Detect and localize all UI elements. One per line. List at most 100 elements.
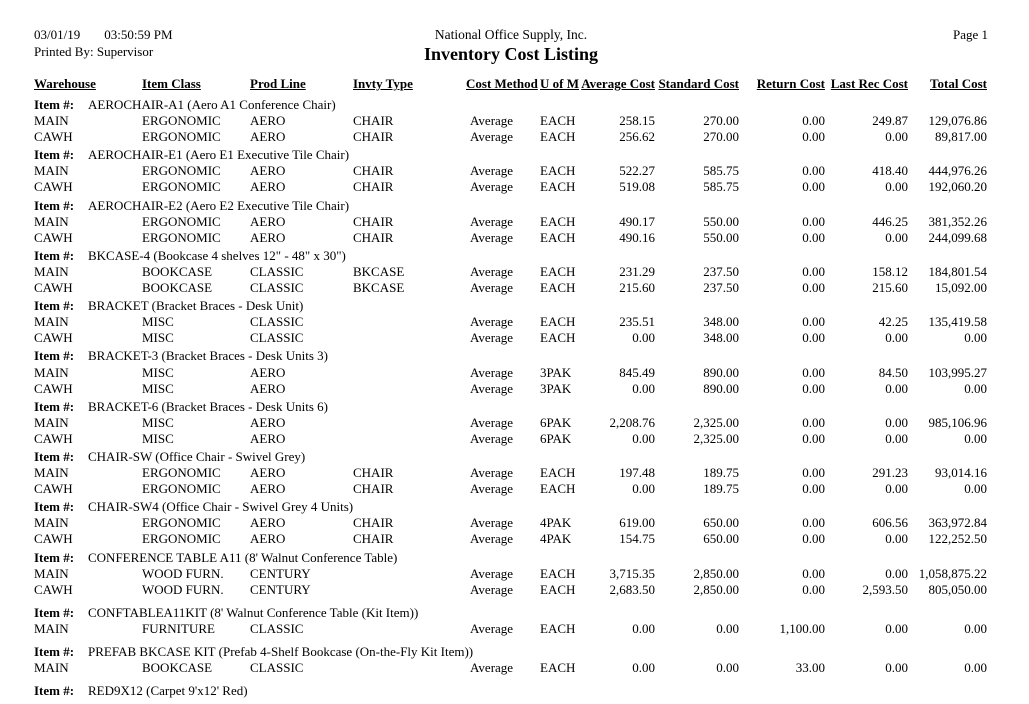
data-row: CAWH MISC AERO Average 6PAK 0.00 2,325.00 0.00 0… [0,431,1029,447]
cell-cost-method: Average [470,163,514,179]
data-row: CAWH MISC CLASSIC Average EACH 0.00 348.00 0.00… [0,330,1029,346]
cell-item-class: WOOD FURN. [142,565,224,581]
data-row: MAIN ERGONOMIC AERO CHAIR Average EACH 258.15 2… [0,113,1029,129]
cell-invty-type [353,365,466,381]
cell-last-rec-cost: 0.00 [885,660,908,676]
cell-total-cost: 192,060.20 [928,179,988,195]
item-description: AEROCHAIR-E2 (Aero E2 Executive Tile Cha… [88,197,350,213]
cell-return-cost: 0.00 [802,213,825,229]
cell-invty-type: BKCASE [353,280,405,296]
cell-total-cost: 0.00 [964,380,987,396]
cell-return-cost: 0.00 [802,481,825,497]
cell-cost-method: Average [470,660,514,676]
cell-average-cost: 619.00 [619,515,655,531]
item-header-row: Item #: CHAIR-SW4 (Office Chair - Swivel … [0,499,1029,515]
report-heading: National Office Supply, Inc. Inventory C… [34,27,988,65]
cell-average-cost: 2,208.76 [609,414,656,430]
cell-total-cost: 0.00 [964,660,987,676]
cell-invty-type: BKCASE [353,263,405,279]
cell-standard-cost: 2,850.00 [693,581,740,597]
cell-prod-line: AERO [250,129,286,145]
cell-prod-line: CLASSIC [250,330,304,346]
item-number-label: Item #: [34,549,75,565]
cell-item-class: ERGONOMIC [142,163,221,179]
item-header-row: Item #: BRACKET (Bracket Braces - Desk Un… [0,298,1029,314]
cell-cost-method: Average [470,515,514,531]
cell-last-rec-cost: 215.60 [872,280,908,296]
item-header-row: Item #: CHAIR-SW (Office Chair - Swivel G… [0,449,1029,465]
cell-average-cost: 197.48 [619,465,655,481]
cell-invty-type [353,314,466,330]
item-description: BRACKET (Bracket Braces - Desk Unit) [88,298,304,314]
column-header-average-cost: Average Cost [581,76,655,91]
print-time: 03:50:59 PM [104,27,173,42]
cell-cost-method: Average [470,280,514,296]
cell-uofm: EACH [540,581,576,597]
cell-cost-method: Average [470,581,514,597]
cell-invty-type [353,415,466,431]
cell-cost-method: Average [470,314,514,330]
cell-invty-type: CHAIR [353,229,394,245]
item-header-row: Item #: BRACKET-6 (Bracket Braces - Desk … [0,399,1029,415]
cell-uofm: 6PAK [540,430,572,446]
cell-prod-line: AERO [250,364,286,380]
data-row: MAIN ERGONOMIC AERO CHAIR Average EACH 197.48 1… [0,465,1029,481]
cell-warehouse: MAIN [34,213,69,229]
cell-standard-cost: 2,850.00 [693,565,740,581]
cell-last-rec-cost: 0.00 [885,330,908,346]
item-description: BKCASE-4 (Bookcase 4 shelves 12" - 48" x… [88,247,346,263]
cell-total-cost: 15,092.00 [935,280,987,296]
item-number-label: Item #: [34,247,75,263]
company-name: National Office Supply, Inc. [434,27,588,42]
cell-average-cost: 0.00 [632,430,655,446]
cell-standard-cost: 0.00 [716,660,739,676]
cell-return-cost: 0.00 [802,113,825,129]
cell-last-rec-cost: 0.00 [885,179,908,195]
cell-cost-method: Average [470,430,514,446]
cell-standard-cost: 189.75 [703,465,739,481]
cell-standard-cost: 650.00 [703,515,739,531]
cell-standard-cost: 550.00 [703,213,739,229]
cell-total-cost: 0.00 [964,620,987,636]
cell-item-class: BOOKCASE [142,280,213,296]
cell-total-cost: 103,995.27 [928,364,988,380]
data-row: MAIN FURNITURE CLASSIC Average EACH 0.00 0.00 1… [0,621,1029,637]
cell-warehouse: CAWH [34,430,73,446]
data-row: MAIN ERGONOMIC AERO CHAIR Average 4PAK 619.00 6… [0,515,1029,531]
cell-uofm: 6PAK [540,414,572,430]
cell-last-rec-cost: 0.00 [885,129,908,145]
cell-return-cost: 0.00 [802,380,825,396]
cell-total-cost: 244,099.68 [928,229,988,245]
column-header-item-class: Item Class [142,76,201,91]
data-row: CAWH BOOKCASE CLASSIC BKCASE Average EACH 215.… [0,280,1029,296]
cell-uofm: 4PAK [540,531,572,547]
cell-average-cost: 3,715.35 [609,565,656,581]
data-row: MAIN MISC AERO Average 6PAK 2,208.76 2,325.00 0… [0,415,1029,431]
cell-average-cost: 2,683.50 [609,581,656,597]
print-meta: 03/01/19 03:50:59 PM Printed By: Supervis… [34,26,173,60]
cell-item-class: ERGONOMIC [142,229,221,245]
cell-prod-line: AERO [250,213,286,229]
cell-invty-type [353,660,466,676]
item-header-row: Item #: AEROCHAIR-E1 (Aero E1 Executive T… [0,147,1029,163]
cell-total-cost: 985,106.96 [928,414,988,430]
cell-item-class: MISC [142,314,174,330]
cell-item-class: ERGONOMIC [142,179,221,195]
item-description: CONFTABLEA11KIT (8' Walnut Conference Ta… [88,604,419,620]
cell-uofm: EACH [540,213,576,229]
cell-return-cost: 0.00 [802,163,825,179]
cell-prod-line: CLASSIC [250,314,304,330]
cell-prod-line: CENTURY [250,565,311,581]
data-row: MAIN MISC AERO Average 3PAK 845.49 890.00 0.00 8… [0,365,1029,381]
cell-item-class: ERGONOMIC [142,213,221,229]
item-header-row: Item #: CONFTABLEA11KIT (8' Walnut Confer… [0,605,1029,621]
data-row: MAIN MISC CLASSIC Average EACH 235.51 348.00 0.… [0,314,1029,330]
cell-item-class: ERGONOMIC [142,129,221,145]
cell-return-cost: 0.00 [802,179,825,195]
cell-return-cost: 0.00 [802,314,825,330]
cell-total-cost: 89,817.00 [935,129,987,145]
item-number-label: Item #: [34,604,75,620]
cell-return-cost: 0.00 [802,129,825,145]
cell-uofm: EACH [540,481,576,497]
cell-warehouse: MAIN [34,620,69,636]
